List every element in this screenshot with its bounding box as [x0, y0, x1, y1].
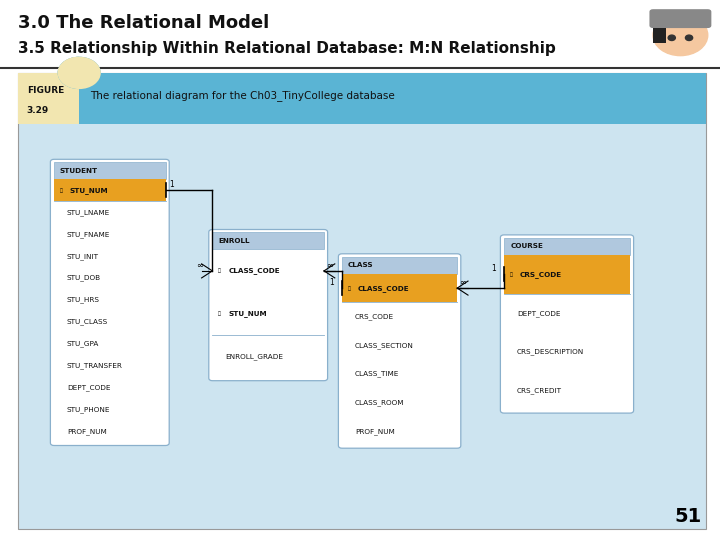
Text: STU_DOB: STU_DOB: [67, 275, 101, 281]
Text: STU_NUM: STU_NUM: [228, 310, 267, 317]
Text: 51: 51: [675, 508, 702, 526]
Text: CRS_CODE: CRS_CODE: [520, 271, 562, 278]
Text: 3.0 The Relational Model: 3.0 The Relational Model: [18, 14, 269, 31]
FancyBboxPatch shape: [653, 28, 666, 43]
Text: CLASS_TIME: CLASS_TIME: [355, 370, 400, 377]
Text: STU_INIT: STU_INIT: [67, 253, 99, 260]
FancyBboxPatch shape: [18, 73, 706, 529]
Circle shape: [668, 35, 675, 40]
Text: STU_HRS: STU_HRS: [67, 296, 100, 303]
Text: 1: 1: [491, 264, 496, 273]
Text: DEPT_CODE: DEPT_CODE: [67, 384, 110, 391]
FancyBboxPatch shape: [500, 235, 634, 413]
Text: ENROLL_GRADE: ENROLL_GRADE: [225, 353, 284, 360]
FancyBboxPatch shape: [504, 238, 630, 255]
Text: 1: 1: [169, 180, 174, 189]
Text: DEPT_CODE: DEPT_CODE: [517, 310, 560, 316]
Text: CLASS_ROOM: CLASS_ROOM: [355, 399, 405, 406]
Circle shape: [58, 57, 101, 89]
Text: 3.5 Relationship Within Relational Database: M:N Relationship: 3.5 Relationship Within Relational Datab…: [18, 40, 556, 56]
Circle shape: [58, 57, 101, 89]
FancyBboxPatch shape: [342, 274, 457, 302]
Text: CLASS: CLASS: [348, 262, 374, 268]
Text: CRS_CREDIT: CRS_CREDIT: [517, 388, 562, 394]
Text: ENROLL: ENROLL: [218, 238, 249, 244]
Text: The relational diagram for the Ch03_TinyCollege database: The relational diagram for the Ch03_Tiny…: [90, 91, 395, 102]
Text: STUDENT: STUDENT: [60, 167, 98, 174]
Text: FIGURE: FIGURE: [27, 86, 64, 94]
Text: 3.29: 3.29: [27, 106, 49, 115]
Text: STU_TRANSFER: STU_TRANSFER: [67, 362, 123, 369]
FancyBboxPatch shape: [338, 254, 461, 448]
Text: CRS_CODE: CRS_CODE: [355, 313, 394, 320]
FancyBboxPatch shape: [54, 179, 166, 201]
Text: 🔑: 🔑: [510, 272, 513, 277]
FancyBboxPatch shape: [54, 162, 166, 179]
FancyBboxPatch shape: [209, 230, 328, 381]
Text: STU_CLASS: STU_CLASS: [67, 319, 108, 326]
Text: 🔑: 🔑: [218, 268, 221, 273]
Text: PROF_NUM: PROF_NUM: [355, 428, 395, 435]
Text: 1: 1: [329, 278, 334, 287]
Text: 🔑: 🔑: [218, 311, 221, 316]
Text: COURSE: COURSE: [510, 243, 543, 249]
Text: STU_LNAME: STU_LNAME: [67, 209, 110, 215]
Text: CLASS_CODE: CLASS_CODE: [358, 285, 410, 292]
Text: ∞: ∞: [459, 278, 467, 287]
Text: STU_GPA: STU_GPA: [67, 341, 99, 347]
Text: ∞: ∞: [326, 261, 333, 269]
Text: STU_PHONE: STU_PHONE: [67, 407, 110, 413]
Text: PROF_NUM: PROF_NUM: [67, 428, 107, 435]
Text: STU_NUM: STU_NUM: [70, 187, 109, 194]
FancyBboxPatch shape: [342, 256, 457, 274]
FancyBboxPatch shape: [18, 73, 706, 124]
Wedge shape: [58, 57, 79, 73]
Text: 🔑: 🔑: [60, 188, 63, 193]
Text: CRS_DESCRIPTION: CRS_DESCRIPTION: [517, 349, 584, 355]
Wedge shape: [58, 57, 79, 73]
Text: CLASS_SECTION: CLASS_SECTION: [355, 342, 414, 349]
Text: ∞: ∞: [197, 261, 204, 269]
Text: STU_FNAME: STU_FNAME: [67, 231, 110, 238]
FancyBboxPatch shape: [212, 232, 324, 249]
FancyBboxPatch shape: [649, 9, 711, 28]
Circle shape: [653, 15, 708, 56]
FancyBboxPatch shape: [504, 255, 630, 294]
FancyBboxPatch shape: [18, 73, 79, 124]
Text: 🔑: 🔑: [348, 286, 351, 291]
FancyBboxPatch shape: [50, 159, 169, 446]
Circle shape: [685, 35, 693, 40]
Text: CLASS_CODE: CLASS_CODE: [228, 267, 280, 274]
